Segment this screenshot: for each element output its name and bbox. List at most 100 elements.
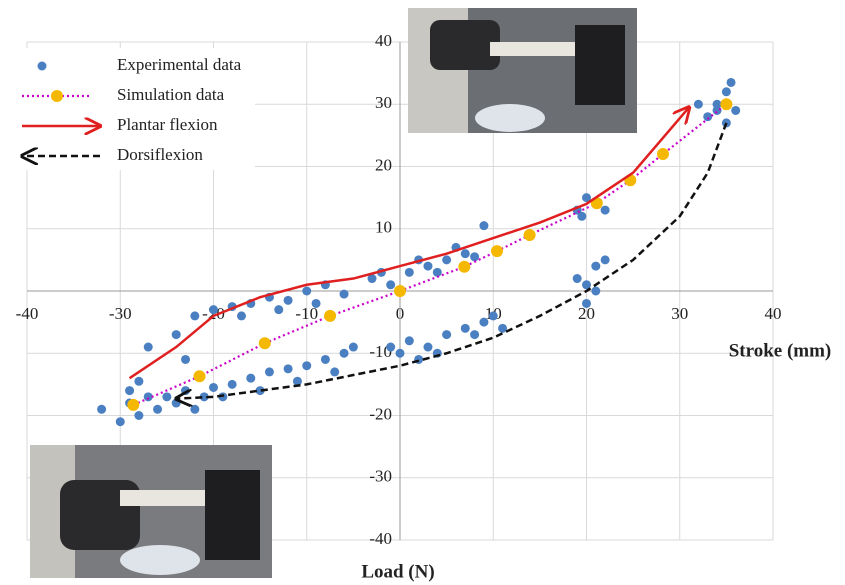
data-point: [488, 311, 498, 321]
data-point: [712, 105, 722, 115]
flexion-curve: [176, 122, 728, 399]
marks: [97, 77, 741, 427]
x-tick-label: -40: [16, 304, 39, 323]
data-point: [171, 398, 181, 408]
legend-label: Plantar flexion: [117, 115, 218, 134]
data-point: [423, 261, 433, 271]
legend-box: [10, 48, 255, 170]
data-point: [339, 348, 349, 358]
simulation-point: [394, 285, 406, 297]
data-point: [460, 249, 470, 259]
data-point: [404, 336, 414, 346]
data-point: [470, 252, 480, 262]
data-point: [582, 193, 591, 203]
y-tick-label: -20: [369, 404, 392, 423]
data-point: [115, 417, 125, 427]
data-point: [703, 112, 713, 122]
data-point: [302, 361, 312, 371]
data-point: [442, 255, 452, 265]
data-point: [227, 379, 237, 389]
data-point: [302, 286, 312, 296]
data-point: [274, 305, 284, 315]
simulation-point: [490, 245, 503, 258]
y-axis-title: Load (N): [361, 561, 434, 582]
data-point: [432, 267, 442, 277]
data-point: [577, 211, 587, 221]
data-point: [255, 386, 265, 396]
x-tick-label: -10: [295, 304, 318, 323]
photo-bottom: [30, 445, 272, 578]
data-point: [442, 330, 452, 340]
y-tick-label: 30: [375, 93, 392, 112]
simulation-point: [324, 309, 337, 322]
data-point: [283, 295, 293, 305]
simulation-point: [720, 98, 733, 111]
data-point: [339, 289, 349, 299]
legend: Experimental data Simulation data Plantar …: [10, 48, 255, 170]
data-point: [311, 298, 321, 308]
data-point: [162, 392, 172, 402]
data-point: [246, 373, 256, 383]
legend-symbol: [51, 90, 63, 102]
data-point: [292, 376, 302, 386]
data-point: [367, 274, 377, 284]
x-axis-title: Stroke (mm): [729, 340, 832, 361]
data-point: [134, 376, 144, 386]
data-point: [181, 386, 191, 396]
data-point: [498, 323, 508, 333]
data-point: [181, 354, 191, 364]
legend-label: Dorsiflexion: [117, 145, 203, 164]
data-point: [348, 342, 358, 352]
data-point: [600, 205, 610, 215]
x-tick-label: -30: [109, 304, 132, 323]
data-point: [423, 342, 433, 352]
data-point: [153, 404, 163, 414]
data-point: [591, 261, 601, 271]
legend-symbol: [37, 61, 47, 71]
legend-label: Simulation data: [117, 85, 225, 104]
data-point: [600, 255, 610, 265]
simulation-point: [193, 370, 206, 383]
data-point: [97, 404, 107, 414]
flexion-curve: [128, 107, 690, 380]
data-point: [460, 323, 470, 333]
data-point: [209, 305, 218, 315]
data-point: [143, 392, 153, 402]
data-point: [470, 330, 480, 340]
data-point: [143, 342, 153, 352]
x-tick-label: 40: [765, 304, 782, 323]
data-point: [582, 298, 591, 308]
data-point: [386, 280, 396, 290]
data-point: [236, 311, 246, 321]
data-point: [395, 348, 405, 358]
data-point: [283, 364, 293, 374]
data-point: [693, 99, 703, 109]
data-point: [190, 404, 200, 414]
data-point: [134, 411, 144, 420]
simulation-point: [656, 148, 669, 161]
simulation-point: [127, 398, 140, 411]
data-point: [582, 280, 591, 290]
data-point: [386, 342, 396, 352]
data-point: [572, 274, 582, 284]
y-tick-label: 20: [375, 155, 392, 174]
data-point: [721, 87, 731, 97]
data-point: [479, 317, 489, 327]
legend-label: Experimental data: [117, 55, 242, 74]
data-point: [171, 330, 181, 340]
data-point: [726, 77, 736, 87]
data-point: [264, 367, 274, 377]
data-point: [209, 382, 218, 392]
x-tick-label: 20: [578, 304, 595, 323]
data-point: [712, 99, 722, 109]
simulation-point: [258, 337, 271, 350]
y-tick-label: 10: [375, 218, 392, 237]
data-point: [330, 367, 340, 377]
data-point: [125, 386, 135, 396]
y-tick-label: -30: [369, 467, 392, 486]
photo-top: [408, 8, 637, 133]
y-tick-label: 40: [375, 31, 392, 50]
simulation-point: [458, 260, 471, 273]
